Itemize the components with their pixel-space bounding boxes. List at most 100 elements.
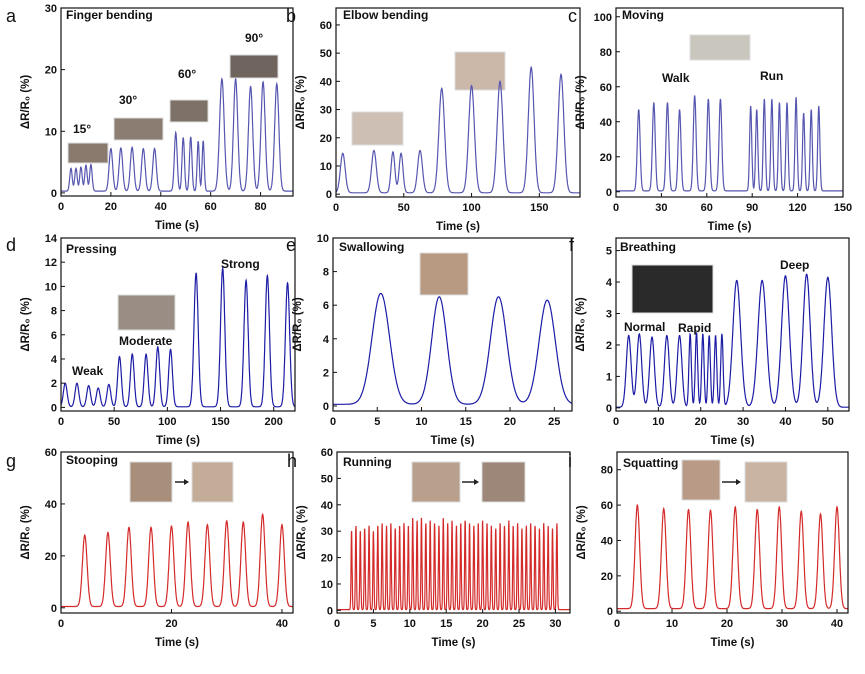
y-tick-label: 60	[601, 500, 613, 512]
panel-title: Finger bending	[66, 8, 153, 22]
x-tick-label: 20	[165, 618, 177, 630]
x-tick-label: 20	[721, 618, 733, 630]
y-tick-label: 8	[323, 267, 329, 279]
y-tick-label: 0	[51, 603, 57, 615]
panel-title: Squatting	[623, 456, 678, 470]
annotation-label: 15°	[73, 122, 91, 136]
x-tick-label: 50	[108, 416, 120, 428]
x-tick-label: 30	[737, 416, 749, 428]
annotation-label: Strong	[221, 257, 260, 271]
y-tick-label: 10	[321, 579, 333, 591]
y-tick-label: 0	[51, 402, 57, 414]
inset-photo	[744, 461, 788, 503]
x-tick-label: 0	[58, 416, 64, 428]
y-tick-label: 30	[45, 3, 57, 15]
y-tick-label: 80	[601, 465, 613, 477]
data-series-line	[616, 95, 843, 192]
x-tick-label: 30	[549, 618, 561, 630]
data-series-line	[617, 503, 848, 610]
y-tick-label: 5	[606, 246, 612, 258]
x-axis-label: Time (s)	[155, 220, 199, 232]
data-series-line	[337, 517, 570, 611]
y-tick-label: 1	[606, 371, 612, 383]
y-tick-label: 80	[600, 47, 612, 59]
y-tick-label: 60	[45, 447, 57, 459]
x-tick-label: 25	[548, 416, 560, 428]
y-tick-label: 0	[323, 401, 329, 413]
x-tick-label: 10	[404, 618, 416, 630]
plot-frame	[60, 451, 294, 614]
x-tick-label: 100	[462, 202, 480, 214]
inset-photo	[129, 461, 173, 503]
x-tick-label: 0	[613, 416, 619, 428]
y-tick-label: 0	[327, 605, 333, 617]
panel-g: 0 20 40 0 20 40 60 Time (s) ΔR/R₀ (%) g Stooping	[6, 447, 294, 649]
y-tick-label: 0	[51, 188, 57, 200]
panel-title: Pressing	[66, 242, 117, 256]
x-axis-label: Time (s)	[431, 435, 475, 447]
panel-title: Stooping	[66, 453, 118, 467]
x-tick-label: 0	[613, 202, 619, 214]
panel-letter: b	[286, 6, 296, 26]
panel-d: 0 50 100 150 200 0 2 4 6 8 10 12 14 Time (s) ΔR/R₀ (%)…	[6, 233, 296, 447]
y-tick-label: 12	[45, 257, 57, 269]
y-tick-label: 20	[601, 571, 613, 583]
x-tick-label: 15	[440, 618, 452, 630]
x-axis-label: Time (s)	[711, 637, 755, 649]
x-tick-label: 50	[398, 202, 410, 214]
arrow-head-icon	[736, 479, 741, 485]
x-tick-label: 0	[614, 618, 620, 630]
data-series-line	[335, 65, 580, 194]
inset-photo	[351, 111, 404, 146]
x-tick-label: 20	[105, 201, 117, 213]
inset-photo	[454, 51, 506, 91]
x-tick-label: 20	[504, 416, 516, 428]
panel-letter: a	[6, 6, 17, 26]
panel-title: Breathing	[620, 240, 676, 254]
y-tick-label: 20	[45, 551, 57, 563]
x-tick-label: 30	[655, 202, 667, 214]
y-tick-label: 20	[320, 133, 332, 145]
x-axis-label: Time (s)	[156, 435, 200, 447]
x-tick-label: 40	[155, 201, 167, 213]
x-tick-label: 10	[666, 618, 678, 630]
x-tick-label: 200	[265, 416, 283, 428]
panel-b: 0 50 100 150 0 10 20 30 40 50 60 Time (s) ΔR/R₀ (%) b…	[286, 6, 581, 233]
x-tick-label: 80	[254, 201, 266, 213]
plot-frame	[60, 237, 296, 412]
x-tick-label: 150	[834, 202, 852, 214]
plot-frame	[615, 237, 850, 412]
panel-letter: c	[568, 6, 577, 26]
x-axis-label: Time (s)	[708, 221, 752, 233]
y-tick-label: 10	[320, 161, 332, 173]
x-tick-label: 0	[334, 618, 340, 630]
y-tick-label: 60	[321, 447, 333, 459]
annotation-label: 30°	[119, 93, 137, 107]
y-tick-label: 40	[45, 499, 57, 511]
y-tick-label: 30	[320, 105, 332, 117]
annotation-label: Moderate	[119, 334, 173, 348]
x-tick-label: 20	[695, 416, 707, 428]
x-tick-label: 5	[374, 416, 380, 428]
plot-frame	[60, 7, 294, 197]
y-tick-label: 0	[607, 606, 613, 618]
inset-photo	[481, 461, 526, 503]
y-tick-label: 6	[323, 300, 329, 312]
annotation-label: 60°	[178, 67, 196, 81]
annotation-label: Normal	[624, 320, 665, 334]
x-tick-label: 50	[822, 416, 834, 428]
y-axis-label: ΔR/R₀ (%)	[295, 75, 307, 130]
inset-photo	[689, 34, 751, 61]
y-axis-label: ΔR/R₀ (%)	[575, 75, 587, 130]
x-tick-label: 15	[460, 416, 472, 428]
data-series-line	[61, 77, 293, 192]
panel-letter: f	[569, 235, 575, 255]
x-axis-label: Time (s)	[711, 435, 755, 447]
x-tick-label: 100	[158, 416, 176, 428]
y-tick-label: 50	[320, 48, 332, 60]
y-axis-label: ΔR/R₀ (%)	[296, 505, 308, 560]
annotation-label: Deep	[780, 258, 809, 272]
plot-frame	[615, 7, 844, 198]
y-tick-label: 0	[606, 403, 612, 415]
panel-h: 0 5 10 15 20 25 30 0 10 20 30 40 50 60 Time (s) ΔR/R₀ (…	[287, 447, 571, 649]
